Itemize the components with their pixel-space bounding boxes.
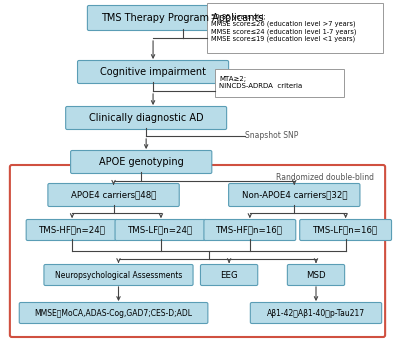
FancyBboxPatch shape — [115, 220, 207, 240]
Text: Randomized double-blind: Randomized double-blind — [276, 173, 374, 181]
FancyBboxPatch shape — [78, 60, 229, 83]
Text: Clinically diagnostic AD: Clinically diagnostic AD — [89, 113, 204, 123]
Text: Snapshot SNP: Snapshot SNP — [245, 131, 298, 141]
Text: Cognitive impairment: Cognitive impairment — [100, 67, 206, 77]
Text: APOE genotyping: APOE genotyping — [99, 157, 184, 167]
FancyBboxPatch shape — [204, 220, 296, 240]
Text: TMS-LF（n=24）: TMS-LF（n=24） — [128, 225, 194, 235]
Bar — [215, 69, 344, 97]
Text: TMS-HF（n=16）: TMS-HF（n=16） — [216, 225, 283, 235]
Text: MTA≥2;
NINCDS-ADRDA  criteria: MTA≥2; NINCDS-ADRDA criteria — [219, 76, 302, 90]
FancyBboxPatch shape — [87, 5, 278, 31]
Text: MMSE、MoCA,ADAS-Cog,GAD7;CES-D;ADL: MMSE、MoCA,ADAS-Cog,GAD7;CES-D;ADL — [34, 308, 192, 318]
FancyBboxPatch shape — [48, 184, 179, 206]
FancyBboxPatch shape — [287, 264, 345, 285]
Text: Neuropsychological Assessments: Neuropsychological Assessments — [55, 271, 182, 280]
FancyBboxPatch shape — [44, 264, 193, 285]
FancyBboxPatch shape — [66, 106, 227, 130]
FancyBboxPatch shape — [300, 220, 392, 240]
Text: EEG: EEG — [220, 271, 238, 280]
Text: 50-85 years old;
MMSE score≤26 (education level >7 years)
MMSE score≤24 (educati: 50-85 years old; MMSE score≤26 (educatio… — [211, 14, 357, 42]
FancyBboxPatch shape — [250, 303, 382, 323]
FancyBboxPatch shape — [26, 220, 118, 240]
Text: Aβ1-42、Aβ1-40、p-Tau217: Aβ1-42、Aβ1-40、p-Tau217 — [267, 308, 365, 318]
FancyBboxPatch shape — [19, 303, 208, 323]
FancyBboxPatch shape — [71, 151, 212, 174]
Text: TMS-LF（n=16）: TMS-LF（n=16） — [313, 225, 378, 235]
Text: TMS-HF（n=24）: TMS-HF（n=24） — [39, 225, 106, 235]
FancyBboxPatch shape — [200, 264, 258, 285]
Bar — [207, 3, 383, 53]
Text: MSD: MSD — [306, 271, 326, 280]
FancyBboxPatch shape — [229, 184, 360, 206]
Text: APOE4 carriers（48）: APOE4 carriers（48） — [71, 190, 156, 200]
Text: Non-APOE4 carriers（32）: Non-APOE4 carriers（32） — [242, 190, 347, 200]
Text: TMS Therapy Program Applicants: TMS Therapy Program Applicants — [102, 13, 264, 23]
